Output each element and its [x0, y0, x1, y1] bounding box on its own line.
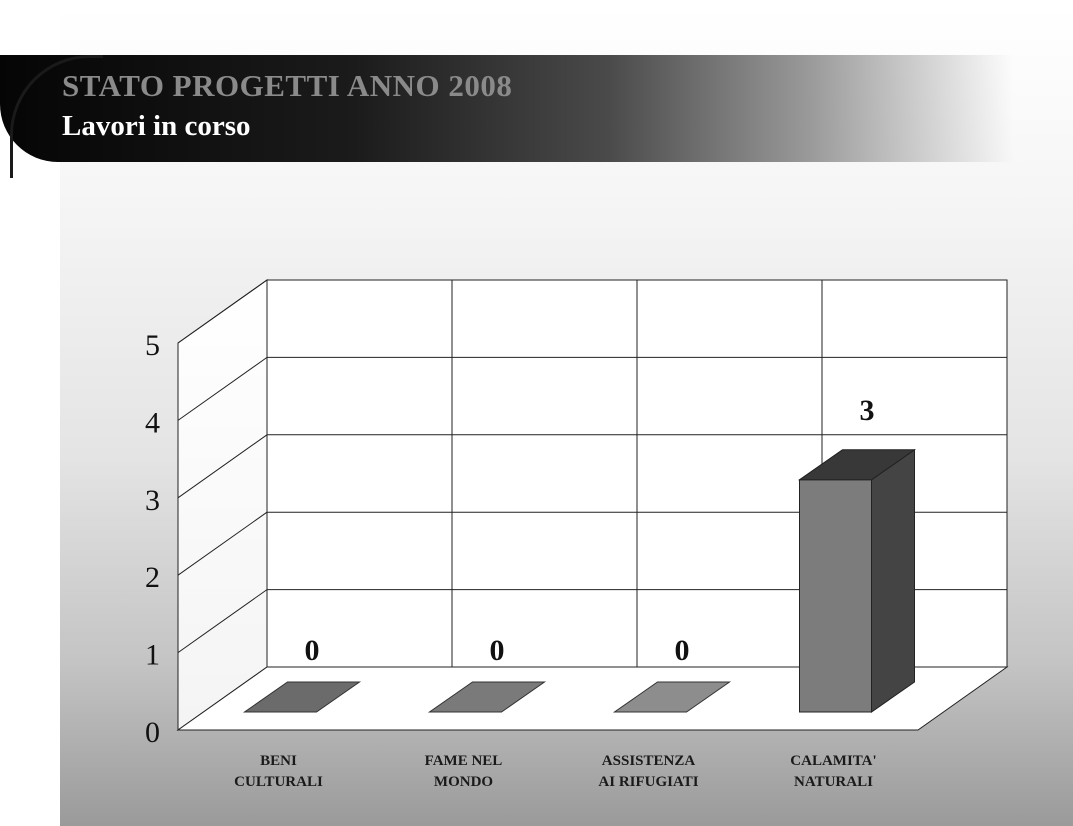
data-labels: 0 0 0 3 — [305, 394, 875, 667]
title-banner — [0, 55, 1013, 162]
category-label: FAME NEL — [425, 753, 503, 769]
category-label: ASSISTENZA — [602, 753, 696, 769]
data-label: 0 — [305, 634, 320, 667]
category-label: CULTURALI — [234, 774, 323, 790]
category-label: AI RIFUGIATI — [598, 774, 698, 790]
slide-subtitle: Lavori in corso — [62, 110, 251, 142]
bar-front — [799, 479, 872, 713]
bar — [242, 681, 362, 713]
bar-top — [427, 681, 547, 713]
y-tick-label: 2 — [145, 561, 160, 594]
gridline-side — [177, 279, 268, 344]
category-label: NATURALI — [794, 774, 873, 790]
category-label: BENI — [260, 753, 297, 769]
category-label: CALAMITA' — [790, 753, 876, 769]
gridline-side — [177, 589, 268, 654]
gridline-side — [177, 356, 268, 421]
data-label: 3 — [860, 394, 875, 427]
bar — [427, 681, 547, 713]
gridline-side — [177, 434, 268, 499]
data-label: 0 — [675, 634, 690, 667]
x-axis-labels: BENI CULTURALI FAME NEL MONDO ASSISTENZA AI R… — [234, 753, 877, 790]
bar — [797, 448, 917, 713]
chart-bars — [242, 448, 917, 713]
bar-top — [797, 449, 917, 481]
y-axis-ticks: 0 1 2 3 4 5 — [145, 329, 160, 749]
bar — [612, 681, 732, 713]
bar-top — [612, 681, 732, 713]
y-tick-label: 4 — [145, 406, 160, 439]
bar-side — [871, 448, 915, 713]
y-tick-label: 3 — [145, 484, 160, 517]
slide-title: STATO PROGETTI ANNO 2008 — [62, 68, 513, 103]
gridline-side — [177, 511, 268, 576]
y-tick-label: 5 — [145, 329, 160, 362]
category-label: MONDO — [434, 774, 493, 790]
side-wall — [177, 279, 268, 731]
data-label: 0 — [490, 634, 505, 667]
y-tick-label: 0 — [145, 716, 160, 749]
y-tick-label: 1 — [145, 639, 160, 672]
bar-top — [242, 681, 362, 713]
